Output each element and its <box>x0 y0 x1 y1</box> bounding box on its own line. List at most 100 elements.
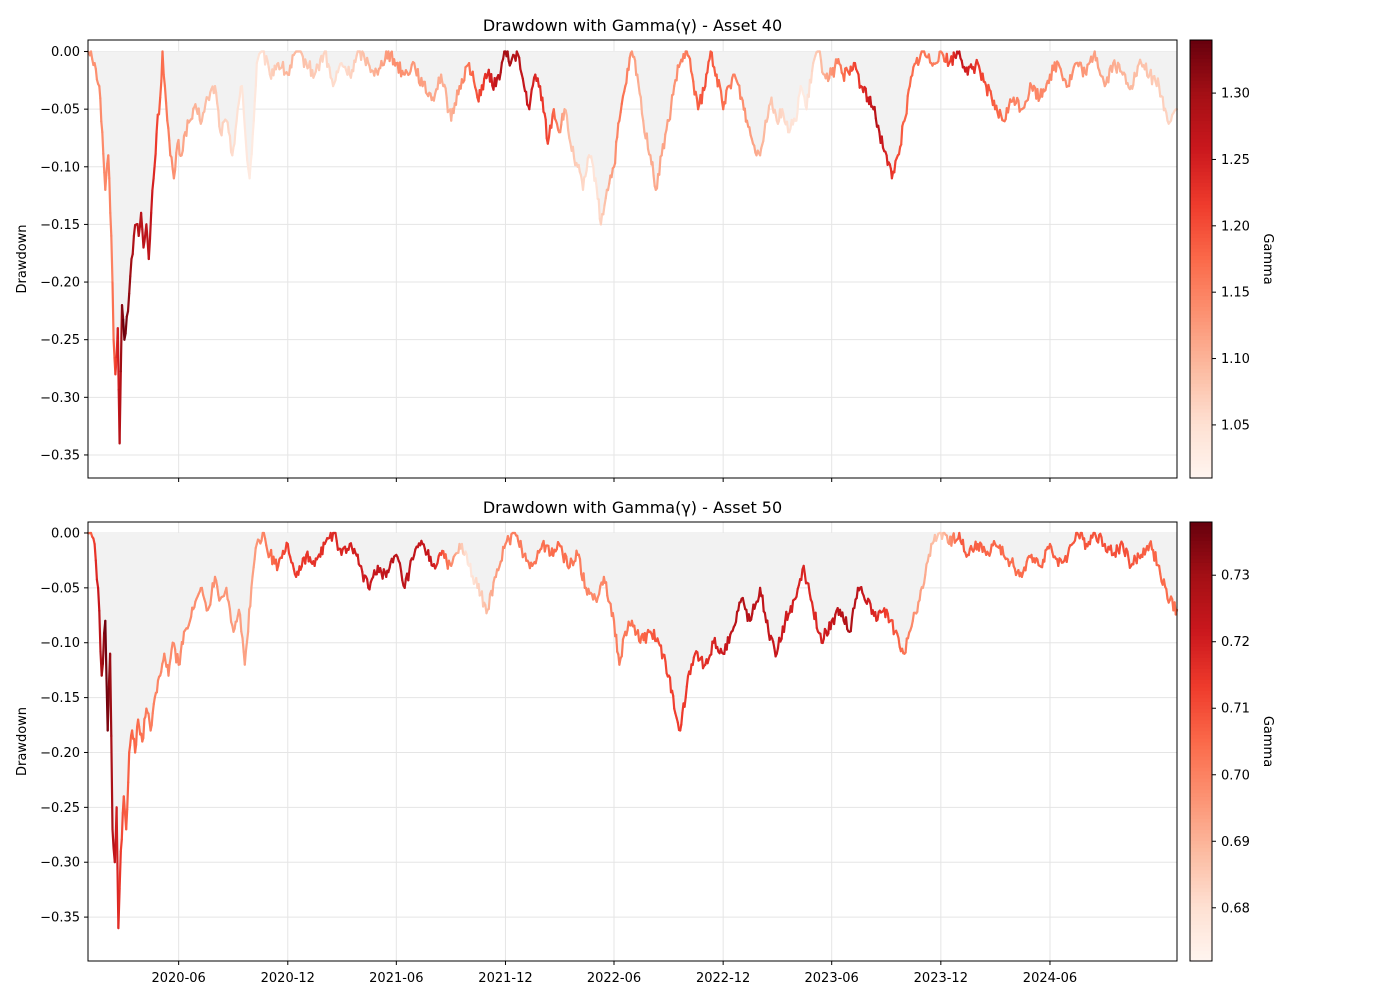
drawdown-segment <box>334 70 338 82</box>
drawdown-segment <box>713 66 717 77</box>
colorbar-cell <box>1190 635 1212 640</box>
drawdown-segment <box>897 636 901 648</box>
drawdown-segment <box>734 610 739 623</box>
drawdown-segment <box>1006 104 1011 114</box>
drawdown-segment <box>922 573 927 585</box>
drawdown-segment <box>243 128 248 145</box>
colorbar-cell <box>1190 306 1212 311</box>
colorbar-cell <box>1190 43 1212 48</box>
colorbar-cell <box>1190 558 1212 563</box>
drawdown-segment <box>124 315 128 335</box>
drawdown-segment <box>506 50 510 63</box>
drawdown-segment <box>178 650 182 666</box>
colorbar-cell <box>1190 324 1212 329</box>
colorbar-tick-label: 1.10 <box>1221 352 1250 367</box>
colorbar-cell <box>1190 675 1212 680</box>
colorbar-cell <box>1190 529 1212 534</box>
drawdown-segment <box>706 60 710 74</box>
drawdown-segment <box>1026 92 1031 101</box>
drawdown-segment <box>440 73 444 84</box>
drawdown-segment <box>423 80 428 94</box>
colorbar-cell <box>1190 708 1212 713</box>
drawdown-segment <box>529 88 533 101</box>
colorbar-cell <box>1190 61 1212 67</box>
colorbar-tick-label: 1.15 <box>1221 286 1250 301</box>
colorbar-cell <box>1190 565 1212 571</box>
drawdown-segment <box>131 729 135 740</box>
drawdown-segment <box>445 96 449 114</box>
drawdown-segment <box>115 806 119 871</box>
drawdown-segment <box>531 76 536 87</box>
colorbar-cell <box>1190 745 1212 750</box>
y-tick-label: −0.30 <box>40 391 80 406</box>
colorbar-cell <box>1190 368 1212 373</box>
drawdown-segment <box>208 91 212 102</box>
drawdown-segment <box>571 145 576 160</box>
drawdown-segment <box>1121 542 1126 553</box>
colorbar-cell <box>1190 913 1212 918</box>
drawdown-segment <box>101 131 105 155</box>
colorbar-cell <box>1190 854 1212 860</box>
drawdown-segment <box>125 808 129 831</box>
drawdown-segment <box>162 73 166 88</box>
drawdown-segment <box>961 538 966 553</box>
colorbar-tick-label: 1.25 <box>1221 153 1250 168</box>
drawdown-segment <box>128 275 132 295</box>
drawdown-segment <box>155 679 160 694</box>
colorbar-cell <box>1190 167 1212 172</box>
colorbar-cell <box>1190 291 1212 297</box>
drawdown-segment <box>738 84 742 100</box>
drawdown-segment <box>627 56 631 72</box>
drawdown-segment <box>95 578 100 590</box>
drawdown-segment <box>808 591 812 601</box>
drawdown-segment <box>254 61 258 87</box>
colorbar-cell <box>1190 668 1212 673</box>
drawdown-segment <box>108 177 112 215</box>
colorbar-cell <box>1190 54 1212 59</box>
colorbar-cell <box>1190 606 1212 611</box>
drawdown-segment <box>145 223 149 242</box>
colorbar-cell <box>1190 215 1212 220</box>
drawdown-segment <box>185 119 189 137</box>
drawdown-segment <box>167 663 171 677</box>
drawdown-segment <box>403 577 407 590</box>
colorbar-cell <box>1190 898 1212 904</box>
colorbar-cell <box>1190 920 1212 926</box>
drawdown-segment <box>499 61 503 74</box>
colorbar-cell <box>1190 562 1212 567</box>
colorbar-cell <box>1190 587 1212 593</box>
colorbar: 0.68 0.69 0.70 0.71 0.72 0.73 Gamma <box>1189 521 1275 962</box>
colorbar-cell <box>1190 240 1212 245</box>
colorbar-cell <box>1190 628 1212 633</box>
drawdown-segment <box>500 545 505 562</box>
drawdown-segment <box>880 135 885 149</box>
colorbar-cell <box>1190 763 1212 768</box>
y-tick-label: −0.25 <box>40 333 80 348</box>
drawdown-segment <box>1118 63 1122 73</box>
drawdown-segment <box>803 573 808 585</box>
drawdown-segment <box>334 531 338 543</box>
drawdown-segment <box>170 156 174 170</box>
colorbar-cell <box>1190 953 1212 958</box>
colorbar-cell <box>1190 408 1212 413</box>
drawdown-segment <box>795 587 799 598</box>
colorbar-cell <box>1190 902 1212 907</box>
colorbar-cell <box>1190 116 1212 121</box>
colorbar-cell <box>1190 259 1212 264</box>
drawdown-segment <box>110 234 114 284</box>
drawdown-segment <box>142 717 146 740</box>
drawdown-segment <box>1109 544 1114 557</box>
drawdown-segment <box>217 109 221 128</box>
drawdown-segment <box>1011 557 1015 568</box>
drawdown-segment <box>524 552 528 562</box>
colorbar-cell <box>1190 397 1212 402</box>
colorbar-cell <box>1190 719 1212 724</box>
drawdown-segment <box>151 702 155 715</box>
drawdown-segment <box>684 685 688 699</box>
drawdown-segment <box>444 87 448 100</box>
drawdown-segment <box>636 629 641 643</box>
colorbar-cell <box>1190 226 1212 231</box>
colorbar-cell <box>1190 353 1212 359</box>
drawdown-segment <box>432 92 437 102</box>
colorbar-cell <box>1190 858 1212 863</box>
